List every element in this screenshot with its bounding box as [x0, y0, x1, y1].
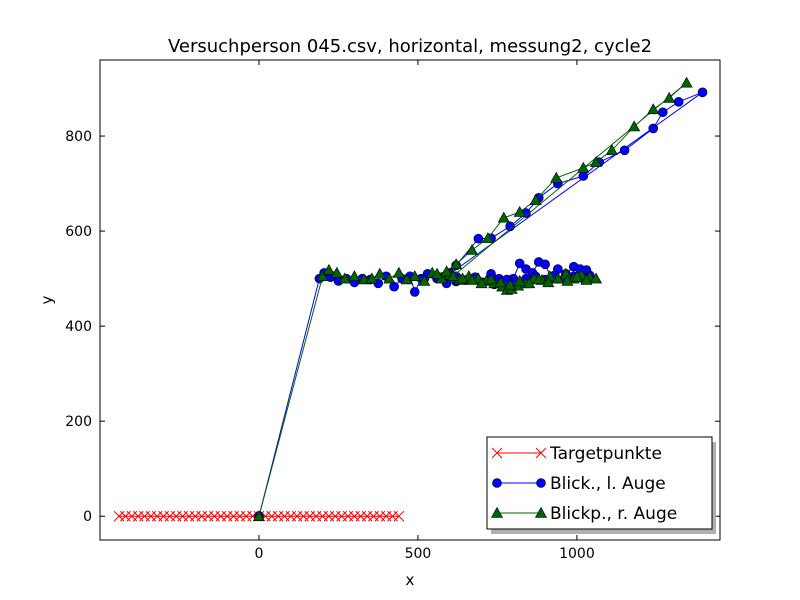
data-point [330, 266, 343, 278]
x-axis-label: x [406, 571, 415, 589]
series-line [258, 91, 703, 517]
y-tick-label: 200 [65, 414, 92, 430]
data-point [504, 278, 517, 290]
legend-label: Targetpunkte [549, 444, 662, 464]
legend-items: Targetpunkte Blick., l. Auge Blickp., r. A… [490, 444, 677, 524]
data-point [540, 259, 550, 270]
data-point [589, 272, 603, 284]
plot-area [113, 76, 708, 522]
data-point [322, 263, 335, 275]
data-point [316, 270, 329, 281]
data-point [494, 276, 507, 288]
data-point [475, 277, 488, 289]
data-point [648, 123, 659, 134]
legend-label: Blick., l. Auge [550, 474, 666, 494]
data-point [647, 103, 660, 115]
legend-marker [536, 478, 546, 488]
data-point [481, 232, 494, 243]
data-point [465, 273, 479, 285]
data-point [392, 266, 405, 278]
axis-ticks: 0 500 1000 0 200 400 600 800 [65, 60, 720, 562]
legend-marker [534, 506, 548, 518]
data-point [529, 194, 542, 205]
data-point [373, 267, 386, 279]
y-tick-label: 600 [65, 224, 92, 240]
data-point [513, 205, 526, 217]
data-point [514, 258, 525, 269]
data-point [619, 145, 630, 156]
data-point [456, 272, 469, 284]
data-point [252, 510, 265, 521]
data-point [431, 267, 444, 279]
data-point [663, 91, 676, 103]
y-tick-label: 400 [65, 319, 92, 335]
data-point [561, 274, 574, 286]
legend-marker [490, 506, 504, 518]
data-point [389, 281, 399, 292]
data-point [580, 273, 593, 285]
legend-marker-stroke [535, 447, 547, 459]
data-point [589, 156, 603, 167]
legend-marker [535, 447, 547, 459]
data-point [605, 144, 618, 155]
data-point [497, 211, 510, 223]
series-2 [252, 76, 693, 521]
series-0 [113, 510, 405, 522]
series-group [113, 76, 708, 522]
data-point-stroke [393, 510, 405, 522]
data-point [570, 271, 583, 282]
legend-marker-stroke [491, 447, 503, 459]
data-point [550, 171, 563, 183]
data-point [673, 97, 684, 107]
data-point [697, 87, 708, 98]
plot-frame [99, 59, 721, 541]
data-point [348, 270, 361, 281]
data-point [393, 510, 405, 522]
legend-label: Blickp., r. Auge [550, 504, 677, 524]
data-point [532, 273, 545, 285]
data-point [513, 274, 526, 286]
data-point [578, 171, 589, 181]
data-point [450, 258, 463, 270]
data-point [628, 120, 641, 132]
data-point [680, 76, 693, 88]
data-point [357, 273, 370, 285]
data-point [465, 243, 479, 255]
data-point [409, 287, 420, 297]
data-point [577, 161, 590, 173]
legend: Targetpunkte Blick., l. Auge Blickp., r. A… [486, 436, 716, 534]
data-point [338, 272, 351, 284]
x-tick-label: 0 [255, 546, 264, 562]
data-point [657, 107, 668, 118]
data-point [473, 233, 484, 244]
legend-marker [492, 478, 502, 488]
data-point [408, 270, 421, 281]
legend-marker [491, 447, 503, 459]
data-point [383, 272, 396, 284]
data-point [551, 272, 564, 284]
data-point [523, 277, 536, 289]
data-point [418, 274, 431, 286]
y-axis-label: y [38, 295, 56, 304]
data-point [400, 273, 413, 285]
data-point [542, 276, 555, 288]
y-tick-label: 800 [65, 129, 92, 145]
data-point [485, 273, 498, 285]
chart-title: Versuchperson 045.csv, horizontal, messu… [168, 36, 652, 57]
x-tick-label: 1000 [559, 546, 595, 562]
y-tick-label: 0 [83, 509, 92, 525]
data-point [440, 265, 453, 277]
x-tick-label: 500 [405, 546, 432, 562]
data-point [505, 221, 515, 232]
